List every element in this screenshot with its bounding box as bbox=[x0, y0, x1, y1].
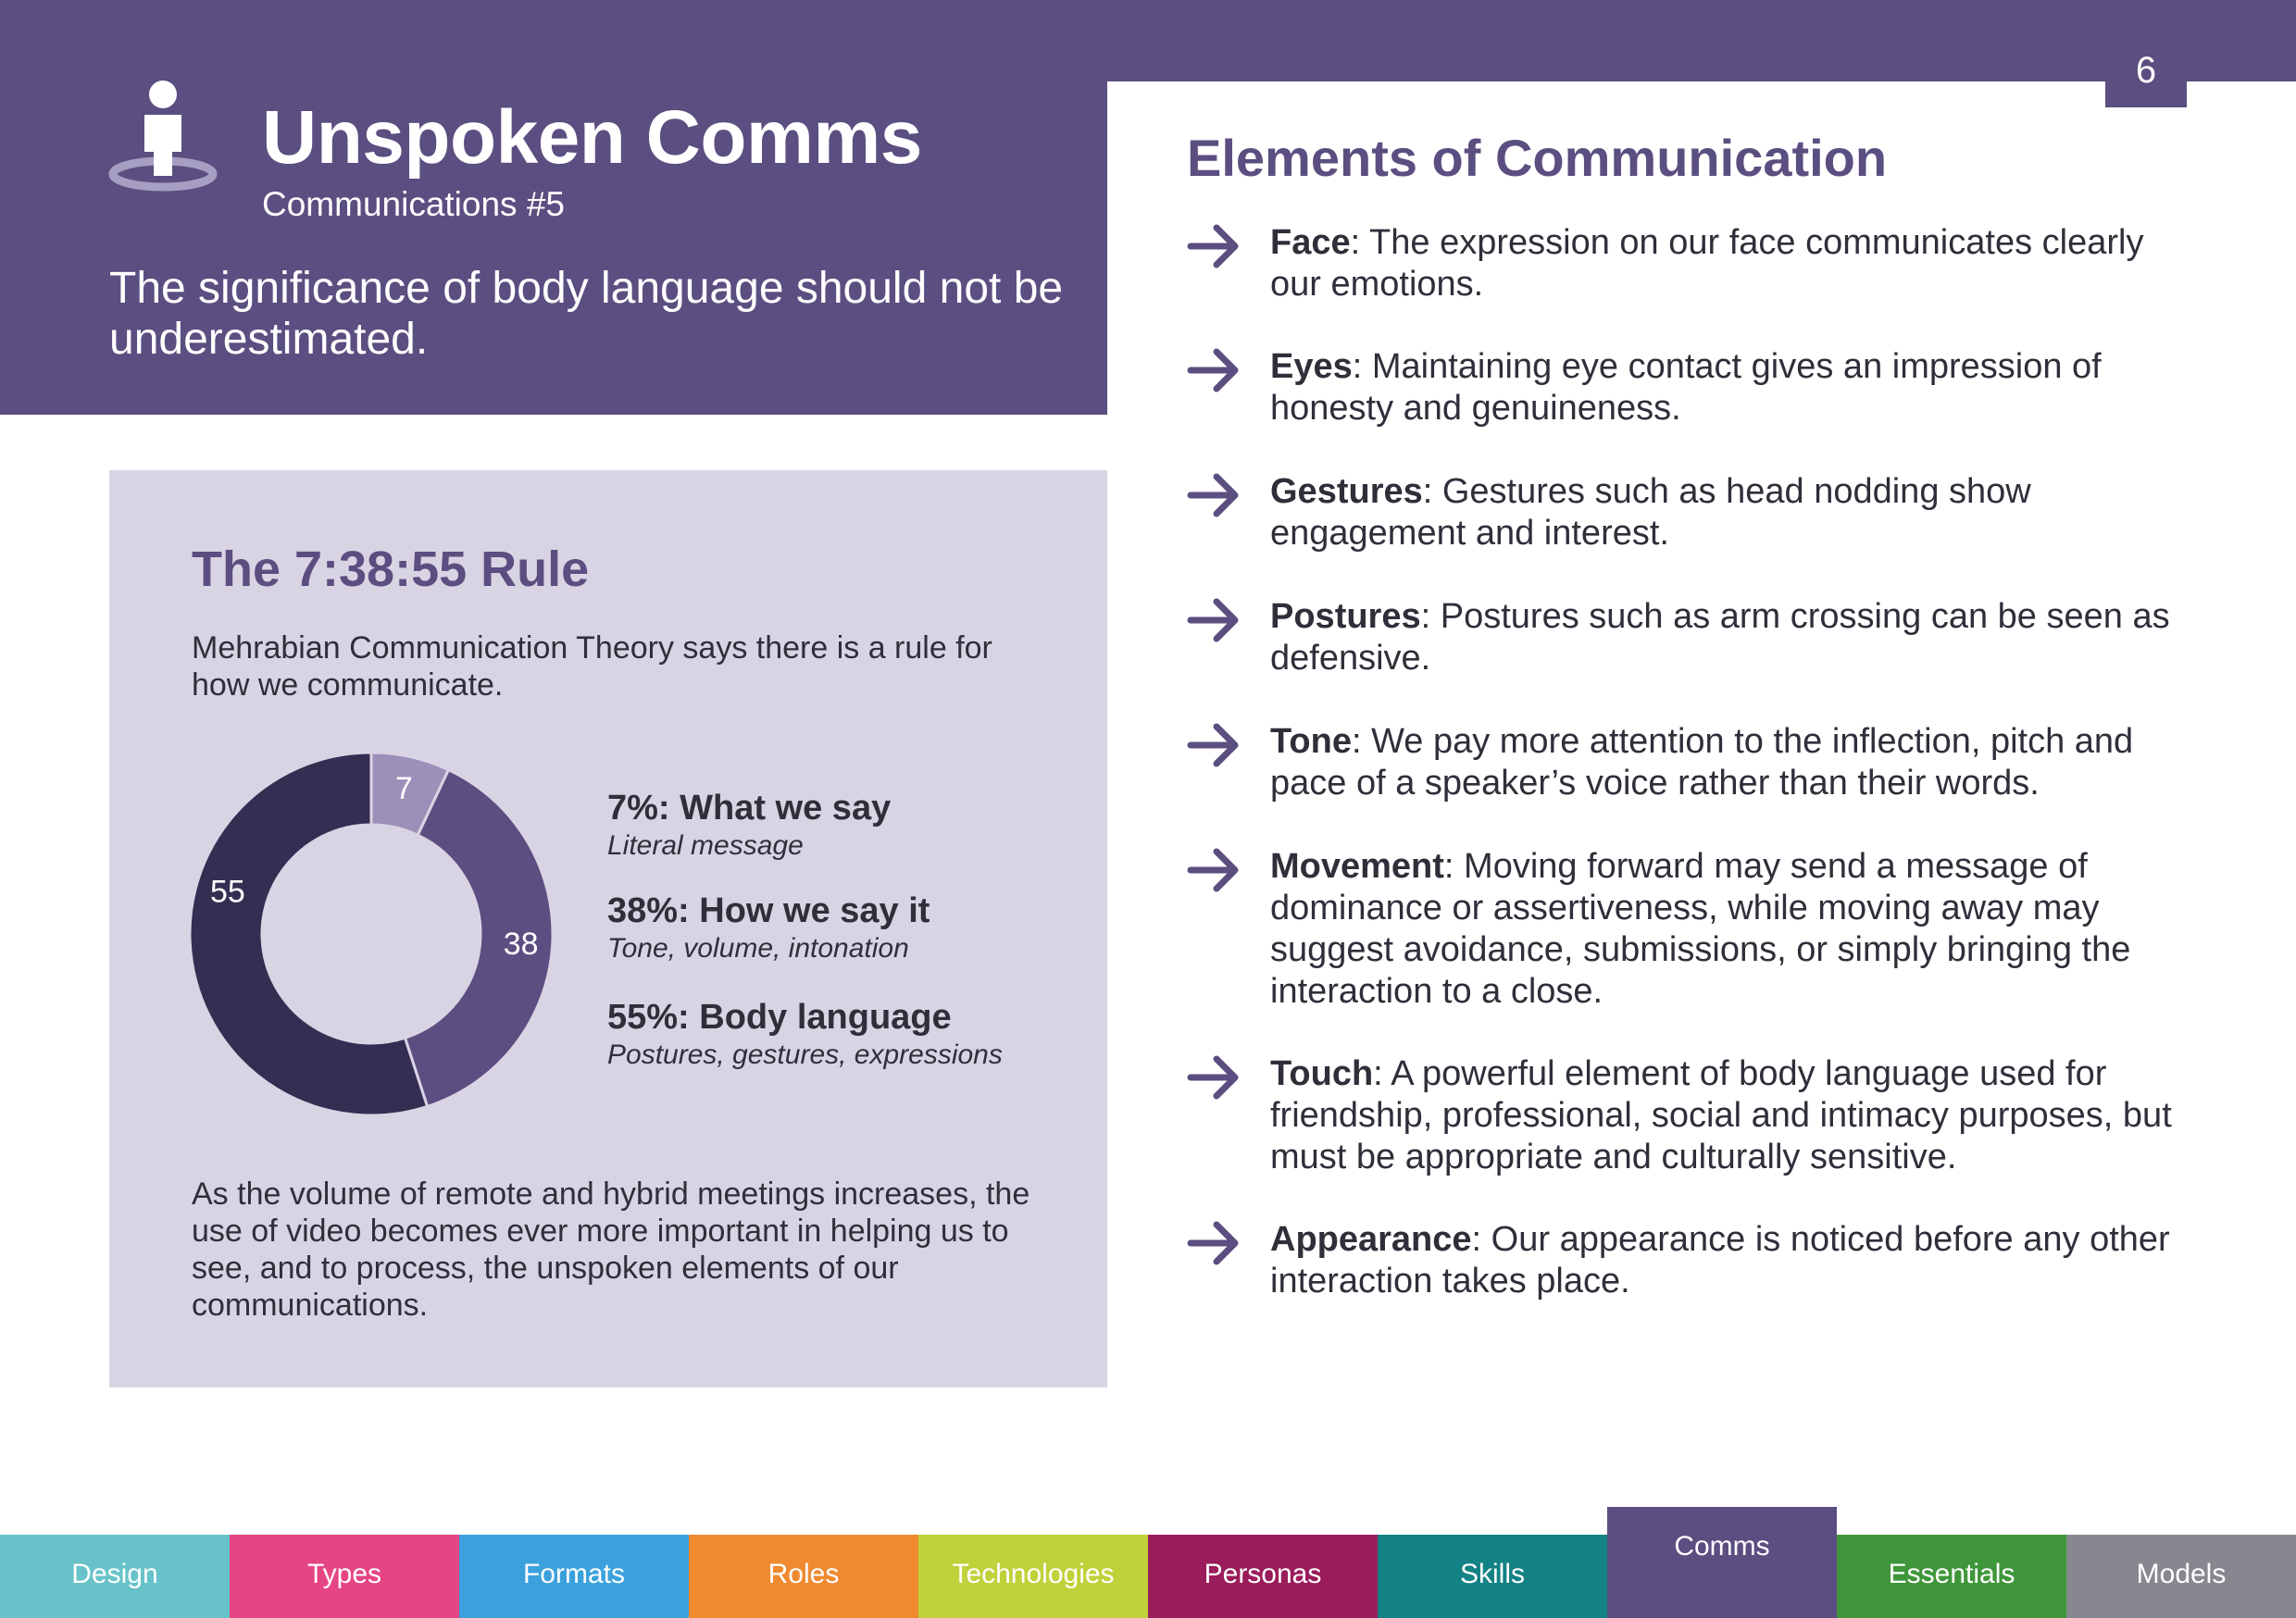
page-subtitle: Communications #5 bbox=[262, 185, 565, 223]
arrow-right-icon bbox=[1187, 1221, 1239, 1265]
element-description: : Our appearance is noticed before any o… bbox=[1270, 1220, 2170, 1301]
nav-tab-skills[interactable]: Skills bbox=[1378, 1535, 1607, 1618]
legend-item-body-language: 55%: Body language Postures, gestures, e… bbox=[607, 996, 1089, 1072]
bottom-nav: Design Types Formats Roles Technologies Perso… bbox=[0, 1507, 2296, 1618]
element-item-text: Movement: Moving forward may send a mess… bbox=[1270, 846, 2196, 1013]
legend-heading: 38%: How we say it bbox=[607, 891, 930, 930]
card-title: The 7:38:55 Rule bbox=[192, 541, 590, 597]
donut-slice-label: 38 bbox=[504, 927, 539, 962]
legend-heading: 55%: Body language bbox=[607, 998, 952, 1037]
nav-tab-types[interactable]: Types bbox=[230, 1535, 459, 1618]
arrow-right-icon bbox=[1187, 1055, 1239, 1100]
arrow-right-icon bbox=[1187, 473, 1239, 517]
person-icon bbox=[108, 81, 218, 192]
element-item-text: Tone: We pay more attention to the infle… bbox=[1270, 721, 2196, 804]
elements-title: Elements of Communication bbox=[1187, 129, 1888, 187]
intro-text: The significance of body language should… bbox=[109, 264, 1064, 364]
element-description: : The expression on our face communicate… bbox=[1270, 223, 2144, 304]
element-description: : Moving forward may send a message of d… bbox=[1270, 847, 2131, 1011]
nav-tab-personas[interactable]: Personas bbox=[1148, 1535, 1378, 1618]
element-item-text: Touch: A powerful element of body langua… bbox=[1270, 1053, 2196, 1178]
legend-item-what-we-say: 7%: What we say Literal message bbox=[607, 787, 1089, 863]
arrow-right-icon bbox=[1187, 848, 1239, 892]
page-title: Unspoken Comms bbox=[262, 95, 922, 180]
element-term: Appearance bbox=[1270, 1220, 1472, 1259]
donut-chart: 7 38 55 bbox=[188, 751, 555, 1117]
element-item-text: Gestures: Gestures such as head nodding … bbox=[1270, 471, 2196, 554]
arrow-right-icon bbox=[1187, 598, 1239, 642]
legend-sub: Literal message bbox=[607, 830, 804, 861]
page-number: 6 bbox=[2105, 37, 2187, 107]
nav-tab-models[interactable]: Models bbox=[2066, 1535, 2296, 1618]
nav-tab-formats[interactable]: Formats bbox=[459, 1535, 689, 1618]
element-term: Tone bbox=[1270, 722, 1352, 761]
arrow-right-icon bbox=[1187, 224, 1239, 268]
element-term: Gestures bbox=[1270, 472, 1423, 511]
nav-tab-roles[interactable]: Roles bbox=[689, 1535, 918, 1618]
legend-item-how-we-say-it: 38%: How we say it Tone, volume, intonat… bbox=[607, 890, 1089, 965]
donut-slice-label: 55 bbox=[210, 874, 245, 909]
legend-heading: 7%: What we say bbox=[607, 789, 892, 828]
element-term: Face bbox=[1270, 223, 1351, 262]
nav-tab-essentials[interactable]: Essentials bbox=[1837, 1535, 2066, 1618]
element-item-text: Face: The expression on our face communi… bbox=[1270, 222, 2196, 305]
element-term: Eyes bbox=[1270, 347, 1353, 386]
nav-tab-technologies[interactable]: Technologies bbox=[918, 1535, 1148, 1618]
arrow-right-icon bbox=[1187, 723, 1239, 767]
donut-slice bbox=[403, 767, 555, 1109]
legend-sub: Postures, gestures, expressions bbox=[607, 1039, 1003, 1070]
donut-slice-label: 7 bbox=[395, 771, 413, 806]
element-item-text: Appearance: Our appearance is noticed be… bbox=[1270, 1219, 2196, 1302]
donut-slice bbox=[188, 751, 430, 1117]
header-panel bbox=[0, 0, 1107, 415]
nav-tab-design[interactable]: Design bbox=[0, 1535, 230, 1618]
card-footer-text: As the volume of remote and hybrid meeti… bbox=[192, 1176, 1030, 1323]
element-item-text: Postures: Postures such as arm crossing … bbox=[1270, 596, 2196, 679]
element-description: : Maintaining eye contact gives an impre… bbox=[1270, 347, 2102, 428]
arrow-right-icon bbox=[1187, 348, 1239, 392]
element-description: : We pay more attention to the inflectio… bbox=[1270, 722, 2134, 803]
element-description: : A powerful element of body language us… bbox=[1270, 1054, 2172, 1176]
element-description: : Postures such as arm crossing can be s… bbox=[1270, 597, 2170, 678]
element-term: Postures bbox=[1270, 597, 1421, 636]
rule-card bbox=[109, 470, 1107, 1388]
legend-sub: Tone, volume, intonation bbox=[607, 933, 909, 964]
nav-tab-comms[interactable]: Comms bbox=[1607, 1507, 1837, 1618]
element-term: Touch bbox=[1270, 1054, 1374, 1093]
element-term: Movement bbox=[1270, 847, 1444, 886]
card-intro-text: Mehrabian Communication Theory says ther… bbox=[192, 630, 992, 703]
element-item-text: Eyes: Maintaining eye contact gives an i… bbox=[1270, 346, 2196, 429]
element-description: : Gestures such as head nodding show eng… bbox=[1270, 472, 2031, 553]
